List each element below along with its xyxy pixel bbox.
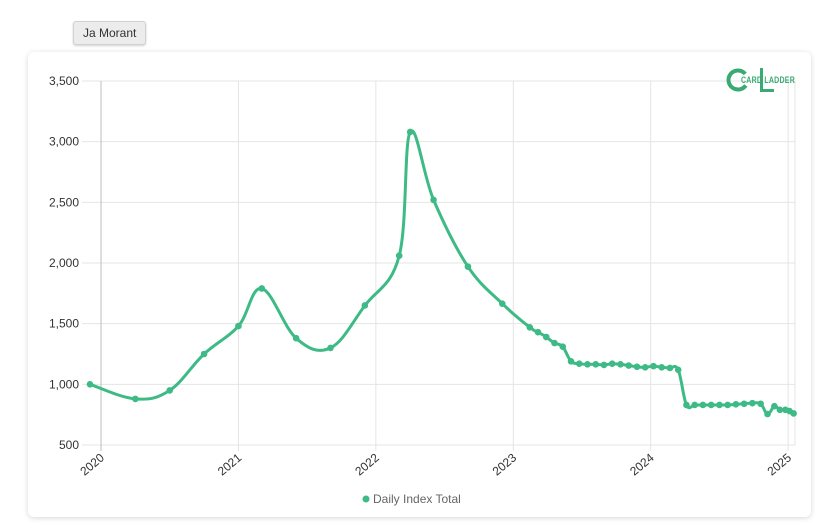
data-point[interactable]	[633, 363, 641, 371]
y-tick-label: 500	[59, 438, 79, 452]
data-point[interactable]	[166, 387, 174, 394]
data-point[interactable]	[707, 401, 715, 409]
logo-circle-icon	[726, 68, 750, 92]
y-tick-label: 1,000	[49, 377, 79, 391]
data-point[interactable]	[542, 333, 550, 341]
data-point[interactable]	[771, 402, 778, 410]
grid	[82, 80, 796, 451]
card-ladder-logo: CARD LADDER	[726, 68, 795, 92]
x-tick-label: 2024	[627, 450, 657, 478]
y-tick-label: 2,000	[49, 256, 79, 270]
data-point[interactable]	[551, 339, 558, 347]
data-point[interactable]	[534, 328, 542, 336]
data-point[interactable]	[724, 401, 731, 409]
data-point[interactable]	[464, 263, 472, 270]
data-point[interactable]	[584, 361, 591, 368]
data-point[interactable]	[674, 366, 682, 374]
data-point[interactable]	[776, 406, 784, 414]
x-tick-label: 2021	[215, 450, 245, 478]
data-point[interactable]	[740, 400, 748, 408]
data-point[interactable]	[625, 362, 633, 369]
y-tick-label: 2,500	[49, 195, 79, 209]
data-point[interactable]	[395, 252, 403, 260]
x-tick-label: 2025	[765, 450, 795, 478]
data-point[interactable]	[699, 401, 707, 409]
series-line	[89, 129, 795, 416]
data-point[interactable]	[608, 360, 616, 368]
data-point[interactable]	[567, 357, 575, 365]
data-point[interactable]	[600, 361, 608, 369]
chart-card	[28, 52, 811, 517]
data-point[interactable]	[526, 324, 534, 331]
data-point[interactable]	[430, 196, 437, 204]
data-point[interactable]	[683, 401, 690, 409]
data-point[interactable]	[200, 350, 208, 358]
data-point[interactable]	[790, 410, 797, 417]
y-tick-label: 3,500	[49, 74, 79, 88]
y-tick-label: 1,500	[49, 317, 79, 331]
x-tick-label: 2022	[352, 450, 382, 478]
data-point[interactable]	[716, 401, 723, 409]
x-tick-label: 2023	[490, 450, 520, 478]
legend-label[interactable]: Daily Index Total	[373, 492, 461, 506]
y-tick-label: 3,000	[49, 135, 79, 149]
logo-ladder-base-icon	[760, 89, 774, 92]
legend-marker	[362, 495, 370, 503]
x-tick-label: 2020	[77, 450, 107, 478]
series-daily-index-total	[86, 128, 797, 418]
data-point[interactable]	[86, 381, 94, 388]
data-point[interactable]	[641, 364, 649, 371]
data-point[interactable]	[749, 399, 756, 407]
data-point[interactable]	[258, 285, 266, 292]
data-point[interactable]	[559, 343, 567, 351]
data-point[interactable]	[575, 360, 583, 368]
data-point[interactable]	[132, 395, 139, 403]
data-point[interactable]	[764, 410, 771, 418]
data-point[interactable]	[406, 128, 414, 136]
logo-ladder-icon	[760, 68, 763, 92]
data-point[interactable]	[650, 362, 657, 370]
data-point[interactable]	[617, 361, 624, 368]
data-point[interactable]	[292, 334, 300, 342]
player-tag[interactable]: Ja Morant	[73, 21, 147, 45]
data-point[interactable]	[327, 344, 334, 352]
data-point[interactable]	[732, 401, 740, 408]
data-point[interactable]	[361, 302, 369, 309]
data-point[interactable]	[666, 364, 674, 372]
data-point[interactable]	[592, 361, 600, 368]
legend: Daily Index Total	[362, 492, 461, 506]
logo-text: CARD LADDER	[741, 75, 795, 85]
data-point[interactable]	[235, 322, 242, 330]
data-point[interactable]	[658, 364, 665, 371]
data-point[interactable]	[691, 401, 698, 409]
data-point[interactable]	[757, 400, 764, 408]
data-point[interactable]	[498, 300, 506, 307]
